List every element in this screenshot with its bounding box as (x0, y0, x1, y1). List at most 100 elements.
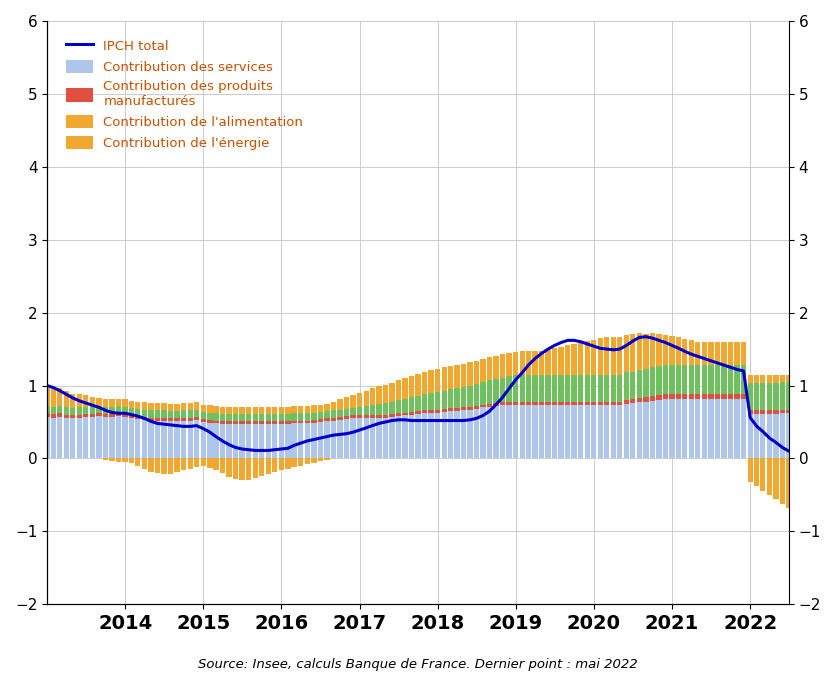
Bar (331, 418, 336, 421)
Bar (64, 408, 69, 414)
Bar (538, 367, 544, 375)
Bar (637, 369, 642, 398)
Bar (409, 412, 415, 414)
Bar (454, 411, 460, 458)
Bar (89, 414, 95, 417)
Bar (259, 421, 264, 424)
Bar (806, 382, 811, 410)
Bar (409, 376, 415, 390)
Bar (773, 458, 778, 500)
Bar (259, 407, 264, 414)
Bar (155, 458, 161, 473)
Bar (168, 404, 173, 411)
Bar (220, 421, 225, 424)
Bar (741, 342, 747, 358)
Bar (89, 397, 95, 399)
Bar (252, 407, 257, 414)
Bar (584, 357, 590, 375)
Bar (715, 358, 720, 365)
Bar (604, 404, 609, 458)
Bar (754, 383, 759, 410)
Bar (168, 458, 173, 474)
Bar (213, 423, 218, 458)
Bar (695, 394, 701, 400)
Bar (435, 412, 441, 458)
Bar (278, 414, 284, 421)
Bar (630, 403, 635, 458)
Bar (474, 377, 479, 384)
Bar (311, 405, 317, 412)
Bar (670, 365, 675, 394)
Bar (129, 418, 135, 458)
Bar (813, 413, 818, 458)
Bar (142, 402, 147, 410)
Bar (676, 338, 681, 354)
Bar (304, 423, 310, 458)
Bar (708, 358, 713, 365)
Bar (44, 395, 50, 406)
Bar (220, 407, 225, 414)
Bar (793, 410, 798, 413)
Bar (64, 392, 69, 396)
Bar (83, 407, 89, 414)
Bar (780, 375, 785, 382)
Bar (390, 417, 395, 458)
Bar (161, 421, 166, 458)
Bar (715, 400, 720, 458)
Bar (461, 380, 466, 387)
Bar (533, 375, 538, 402)
Bar (390, 394, 395, 402)
Bar (278, 424, 284, 458)
Bar (441, 409, 447, 412)
Bar (579, 375, 584, 402)
Bar (826, 458, 831, 520)
Bar (415, 396, 421, 411)
Bar (461, 387, 466, 408)
Bar (579, 404, 584, 458)
Bar (194, 410, 199, 417)
Bar (447, 408, 453, 411)
Bar (110, 417, 115, 458)
Bar (656, 395, 662, 400)
Bar (545, 402, 551, 404)
Bar (135, 416, 140, 419)
Bar (741, 358, 747, 365)
Bar (793, 413, 798, 458)
Bar (591, 375, 597, 402)
Bar (272, 424, 278, 458)
Bar (533, 404, 538, 458)
Bar (747, 458, 753, 482)
Bar (70, 418, 75, 458)
Bar (64, 418, 69, 458)
Bar (304, 406, 310, 413)
Bar (721, 365, 726, 394)
Bar (233, 421, 238, 424)
Bar (591, 402, 597, 404)
Bar (806, 410, 811, 413)
Bar (474, 406, 479, 409)
Bar (96, 413, 102, 416)
Bar (538, 351, 544, 367)
Bar (194, 458, 199, 467)
Bar (604, 402, 609, 404)
Bar (487, 407, 492, 458)
Bar (695, 365, 701, 394)
Bar (364, 406, 369, 415)
Bar (227, 414, 232, 421)
Bar (142, 417, 147, 420)
Bar (799, 458, 805, 513)
Bar (239, 458, 245, 481)
Bar (500, 354, 506, 371)
Bar (760, 383, 766, 410)
Bar (676, 354, 681, 365)
Bar (701, 358, 707, 365)
Bar (161, 418, 166, 421)
Bar (298, 458, 303, 466)
Bar (682, 339, 687, 355)
Bar (507, 353, 512, 369)
Bar (558, 363, 563, 375)
Bar (161, 403, 166, 410)
Bar (123, 458, 128, 462)
Bar (395, 413, 401, 416)
Bar (572, 404, 577, 458)
